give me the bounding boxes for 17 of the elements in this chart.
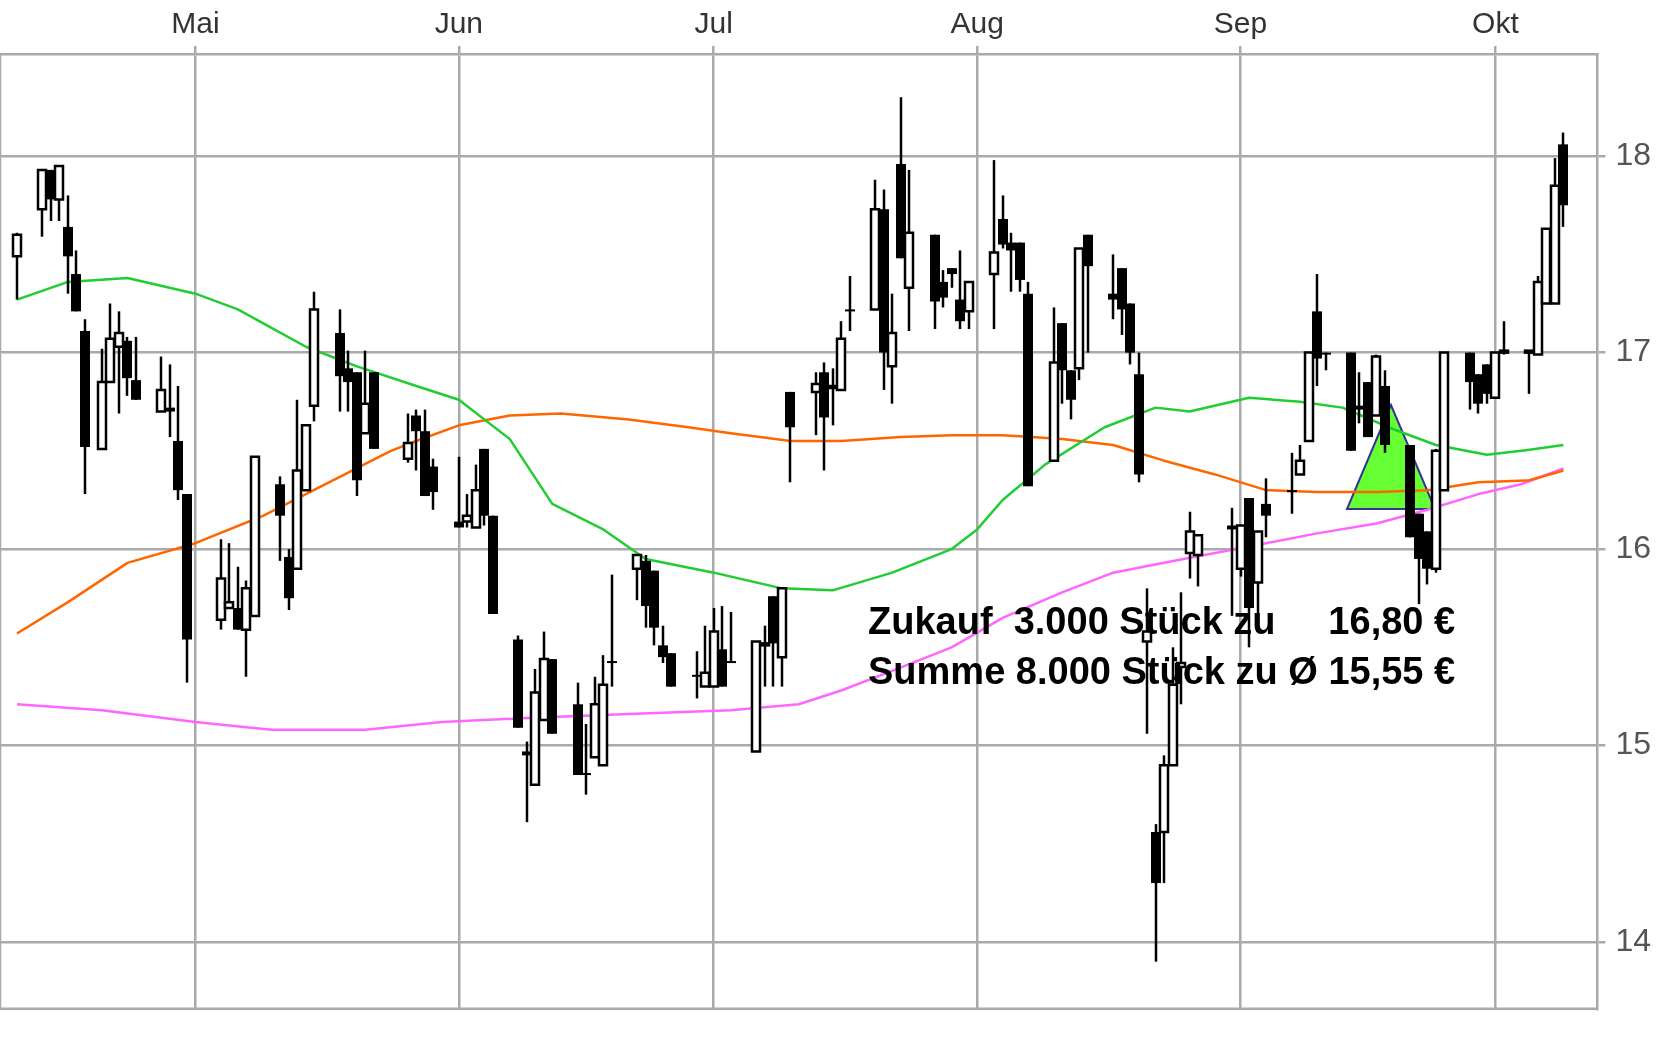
- x-tick-label: Aug: [950, 6, 1004, 40]
- x-tick-label: Okt: [1472, 6, 1520, 40]
- x-tick-label: Mai: [171, 6, 220, 40]
- candlestick: [1287, 451, 1297, 515]
- x-tick-label: Jul: [694, 6, 733, 40]
- y-tick-label: 17: [1615, 332, 1651, 369]
- y-tick-label: 18: [1615, 135, 1651, 172]
- x-tick-label: Jun: [434, 6, 484, 40]
- y-tick-label: 16: [1615, 528, 1651, 565]
- y-tick-label: 14: [1615, 921, 1651, 958]
- x-tick-label: Sep: [1213, 6, 1268, 40]
- candlestick: [947, 266, 957, 290]
- y-tick-label: 15: [1615, 725, 1651, 762]
- candlestick: [607, 573, 617, 688]
- candlestick: [1261, 477, 1271, 539]
- candlestick: [131, 335, 141, 402]
- candlestick: [845, 274, 855, 333]
